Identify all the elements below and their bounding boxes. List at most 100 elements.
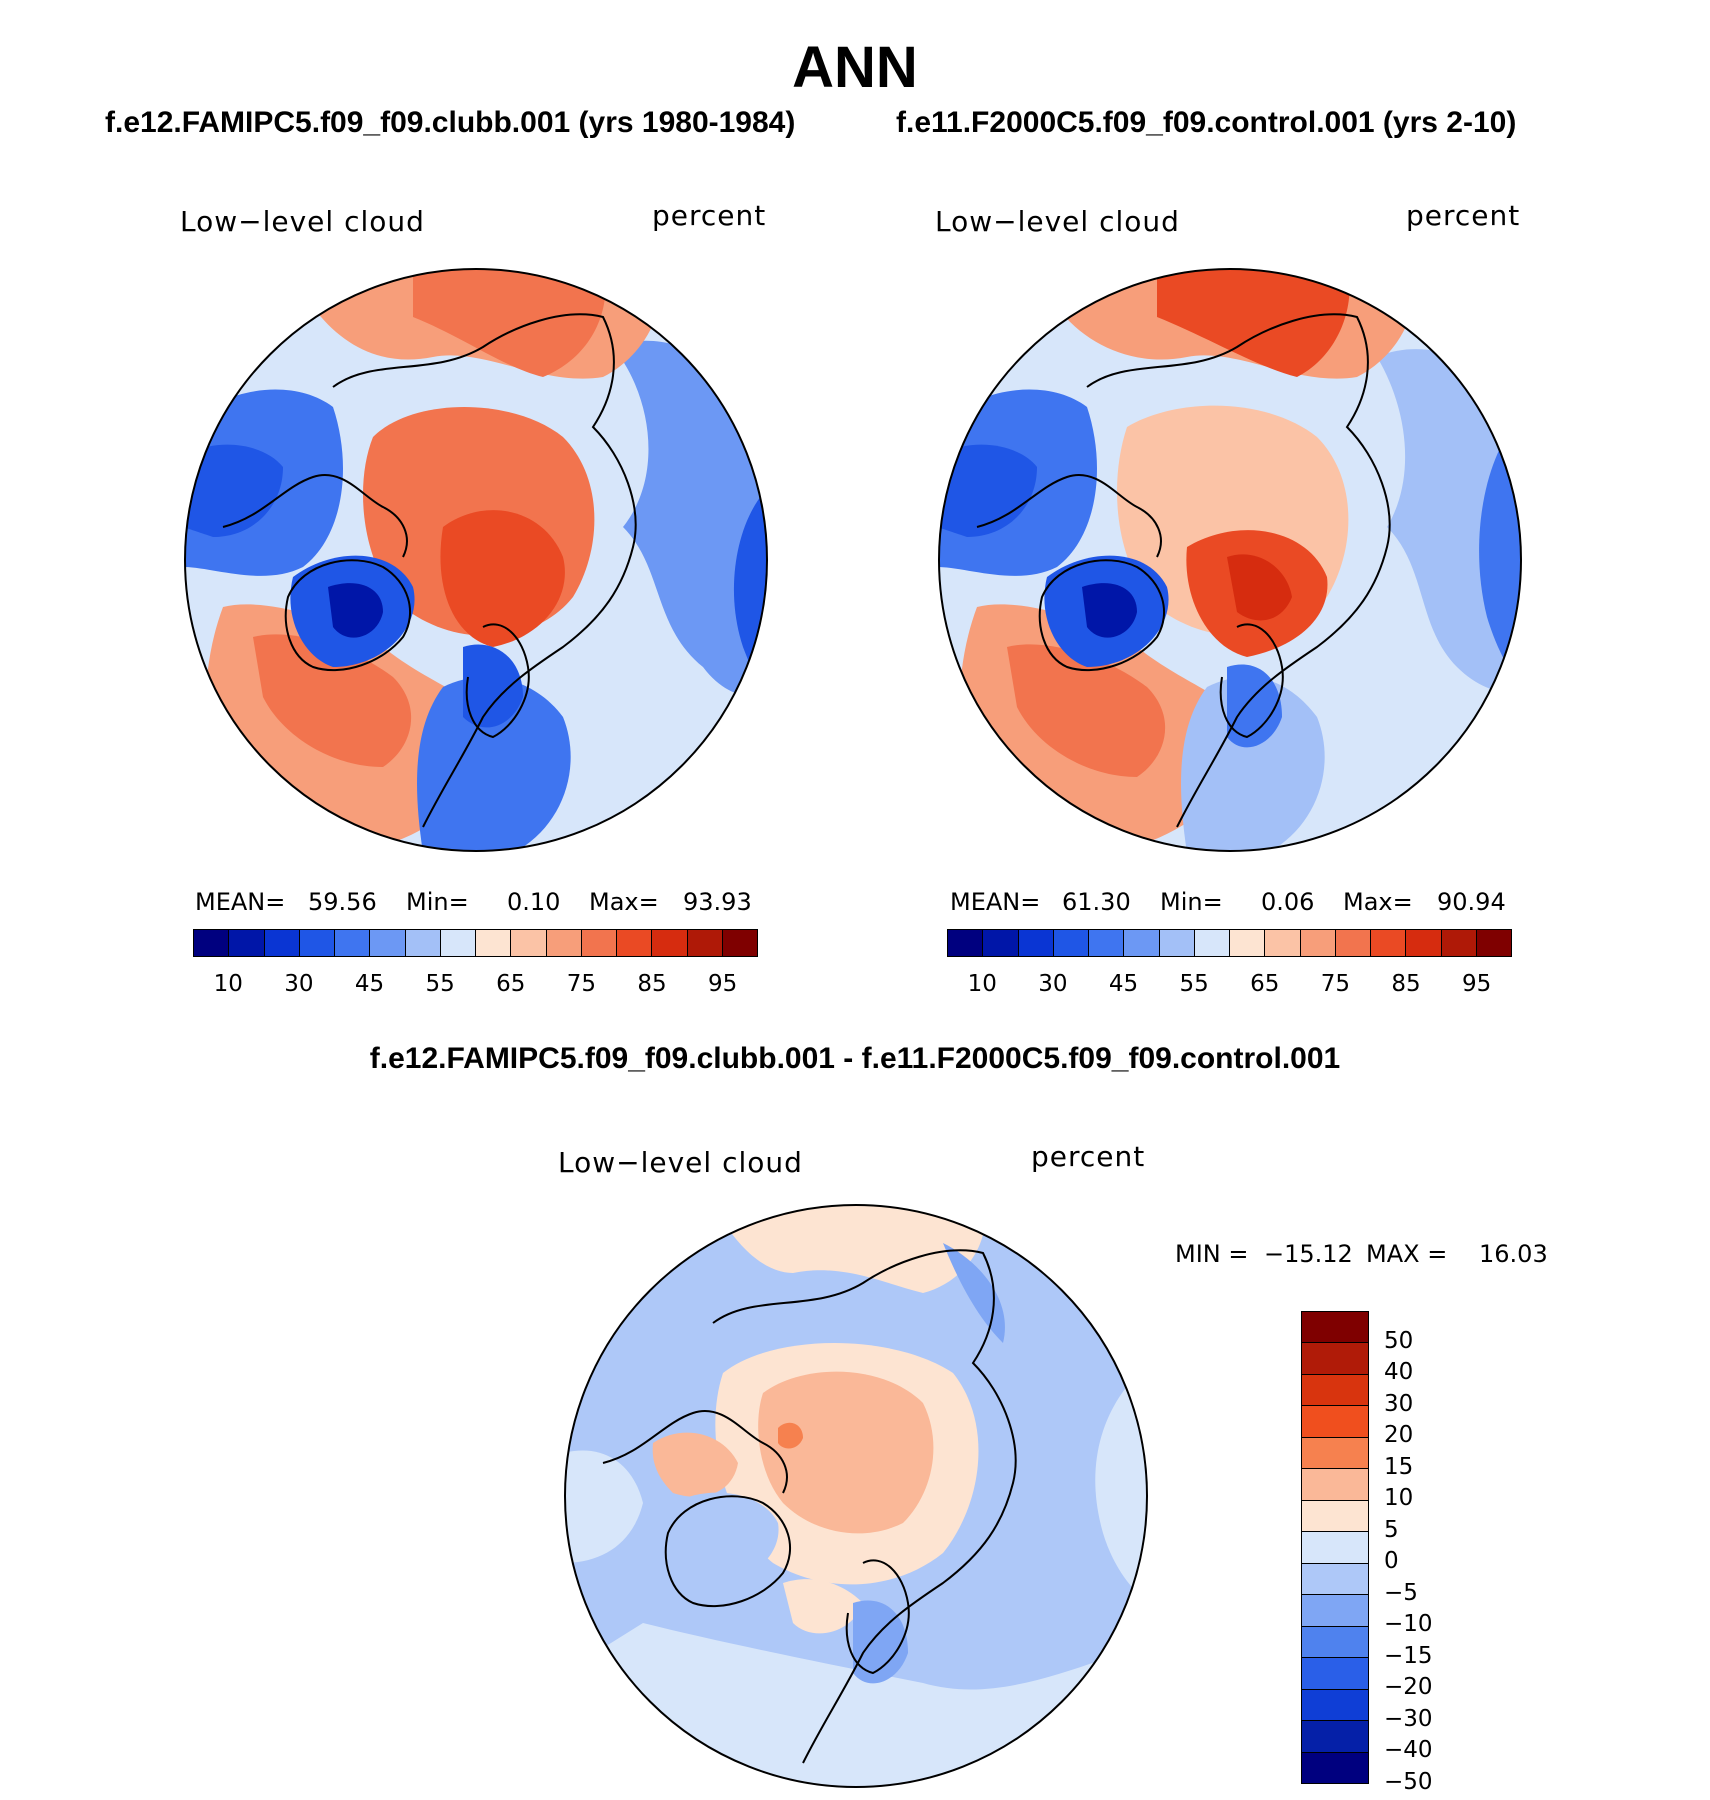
panel1-coastline-greenland <box>284 559 412 672</box>
cbar1-box-0 <box>194 930 230 956</box>
cbar1-box-5 <box>370 930 406 956</box>
cbar2-box-14 <box>1441 930 1477 956</box>
diff-max-label: MAX = <box>1366 1240 1448 1268</box>
diff-coastline-eurasia <box>712 1249 1017 1764</box>
diff-region-scandinavia-blue <box>853 1600 908 1684</box>
cbar2-box-12 <box>1371 930 1407 956</box>
panel1-region-bering-red <box>413 269 606 377</box>
panel2-map-border <box>938 268 1522 852</box>
panel1-min-value: 0.10 <box>507 888 561 916</box>
diff-region-arctic-salmon <box>758 1371 934 1534</box>
diff-colorbar-label-5: 10 <box>1384 1485 1414 1512</box>
diff-colorbar-label-10: −15 <box>1384 1642 1433 1669</box>
panel2-region-scandinavia-blue <box>1227 664 1282 748</box>
diff-region-greenland-blue <box>670 1492 779 1583</box>
cbar2-box-9 <box>1265 930 1301 956</box>
panel1-region-greenland-deep <box>328 583 383 638</box>
diff-colorbar-label-6: 5 <box>1384 1516 1399 1543</box>
cbar1-box-11 <box>581 930 617 956</box>
ticks2-label-1: 30 <box>1038 971 1068 997</box>
diff-colorbar-box-13 <box>1302 1721 1368 1753</box>
diff-region-atlantic-pink <box>783 1579 863 1634</box>
diff-units-label: percent <box>1031 1140 1146 1173</box>
diff-colorbar-label-0: 50 <box>1384 1327 1414 1354</box>
ticks1-label-4: 65 <box>496 971 526 997</box>
diff-coastline-greenland <box>664 1495 792 1608</box>
diff-coastline-scandinavia <box>845 1559 910 1675</box>
diff-polar-map <box>564 1204 1148 1788</box>
panel1-region-barents-deep-red <box>440 510 565 647</box>
ticks2-label-5: 75 <box>1320 971 1351 997</box>
diff-colorbar-box-3 <box>1302 1406 1368 1438</box>
panel2-region-europe-blue <box>1181 677 1325 851</box>
ticks1-label-7: 95 <box>708 971 738 997</box>
ticks2-label-7: 95 <box>1462 971 1492 997</box>
diff-colorbar-box-8 <box>1302 1563 1368 1596</box>
cbar1-box-12 <box>617 930 653 956</box>
panel2-max-value: 90.94 <box>1437 888 1506 916</box>
panel1-max-value: 93.93 <box>683 888 752 916</box>
panel2-min-label: Min= <box>1160 888 1223 916</box>
cbar2-box-8 <box>1230 930 1266 956</box>
diff-colorbar-box-9 <box>1302 1595 1368 1627</box>
diff-colorbar-box-4 <box>1302 1437 1368 1470</box>
diff-colorbar-box-7 <box>1302 1532 1368 1564</box>
diff-colorbar-label-8: −5 <box>1384 1579 1418 1606</box>
diff-region-west-light <box>565 1450 643 1563</box>
cbar2-box-7 <box>1194 930 1230 956</box>
diff-region-northeast-blue <box>943 1243 1005 1343</box>
diff-colorbar-label-12: −30 <box>1384 1705 1433 1732</box>
cbar1-box-3 <box>299 930 335 956</box>
cbar1-box-1 <box>229 930 265 956</box>
panel2-case-title: f.e11.F2000C5.f09_f09.control.001 (yrs 2… <box>896 106 1517 139</box>
panel1-min-label: Min= <box>406 888 469 916</box>
cbar2-box-2 <box>1018 930 1054 956</box>
panel2-max-label: Max= <box>1343 888 1413 916</box>
cbar1-box-10 <box>546 930 582 956</box>
ticks1-label-0: 10 <box>213 971 243 997</box>
cbar1-box-8 <box>476 930 512 956</box>
cbar2-box-6 <box>1159 930 1195 956</box>
panel2-region-greenland-deep <box>1082 583 1137 638</box>
panel1-variable-label: Low−level cloud <box>180 205 425 238</box>
panel1-colorbar <box>193 929 758 957</box>
panel2-mean-value: 61.30 <box>1062 888 1131 916</box>
diff-min-value: −15.12 <box>1264 1240 1353 1268</box>
cbar2-box-5 <box>1124 930 1160 956</box>
ticks1-label-1: 30 <box>284 971 314 997</box>
diff-colorbar-label-3: 20 <box>1384 1422 1414 1449</box>
panel1-mean-label: MEAN= <box>195 888 286 916</box>
diff-colorbar-box-10 <box>1302 1626 1368 1659</box>
panel2-colorbar <box>947 929 1512 957</box>
diff-colorbar-label-4: 15 <box>1384 1453 1414 1480</box>
diff-coastline-canada <box>602 1410 788 1494</box>
ticks2-label-0: 10 <box>967 971 997 997</box>
diff-colorbar-box-2 <box>1302 1374 1368 1407</box>
panel2-min-value: 0.06 <box>1261 888 1315 916</box>
cbar2-box-1 <box>983 930 1019 956</box>
panel2-variable-label: Low−level cloud <box>935 205 1180 238</box>
diff-colorbar-box-5 <box>1302 1469 1368 1501</box>
panel2-units-label: percent <box>1406 199 1521 232</box>
ticks1-label-2: 45 <box>354 971 385 997</box>
diff-colorbar-label-7: 0 <box>1384 1548 1399 1575</box>
cbar1-box-9 <box>511 930 547 956</box>
diff-colorbar-label-14: −50 <box>1384 1769 1433 1795</box>
panel1-coastline-canada <box>222 474 408 558</box>
cbar1-box-2 <box>264 930 300 956</box>
diff-map-border <box>564 1204 1148 1788</box>
ticks2-label-4: 65 <box>1250 971 1280 997</box>
diff-colorbar-label-2: 30 <box>1384 1390 1414 1417</box>
diff-colorbar-box-6 <box>1302 1500 1368 1533</box>
panel2-coastline-eurasia <box>1086 313 1391 828</box>
panel2-coastline-canada <box>976 474 1162 558</box>
cbar1-box-4 <box>335 930 371 956</box>
diff-colorbar-box-1 <box>1302 1343 1368 1375</box>
diff-colorbar <box>1301 1311 1369 1784</box>
panel1-region-eurasia-blue <box>613 340 767 696</box>
cbar1-box-14 <box>687 930 723 956</box>
panel1-region-europe-blue <box>417 677 571 851</box>
panel1-region-pacific-deep <box>185 444 283 537</box>
diff-region-arctic-hot <box>778 1422 803 1449</box>
cbar2-box-3 <box>1053 930 1089 956</box>
